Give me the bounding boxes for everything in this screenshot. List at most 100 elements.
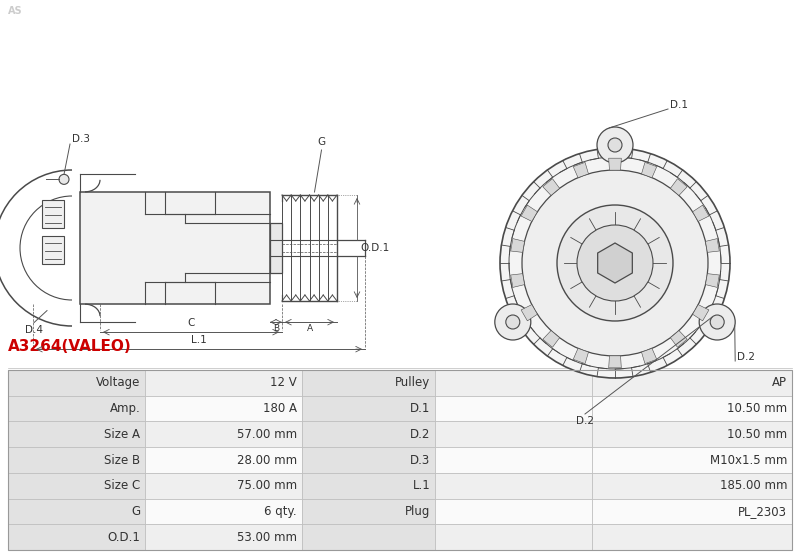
Text: Plug: Plug — [405, 505, 430, 518]
Text: 57.00 mm: 57.00 mm — [237, 428, 297, 441]
Bar — [302, 447, 435, 473]
Bar — [8, 370, 146, 396]
Bar — [146, 498, 302, 525]
Bar — [592, 421, 792, 447]
Polygon shape — [670, 330, 687, 347]
Text: 75.00 mm: 75.00 mm — [237, 479, 297, 492]
Polygon shape — [521, 305, 538, 321]
Text: D.2: D.2 — [576, 416, 594, 426]
Circle shape — [577, 225, 653, 301]
Text: O.D.1: O.D.1 — [107, 531, 140, 543]
Text: L.1: L.1 — [191, 335, 207, 345]
Circle shape — [605, 253, 625, 273]
Circle shape — [59, 174, 69, 184]
Polygon shape — [521, 205, 538, 222]
Text: 180 A: 180 A — [263, 402, 297, 415]
Text: Amp.: Amp. — [110, 402, 140, 415]
Text: Size C: Size C — [104, 479, 140, 492]
Circle shape — [597, 127, 633, 163]
Polygon shape — [670, 179, 687, 195]
Bar — [302, 421, 435, 447]
Polygon shape — [543, 330, 560, 347]
Text: M10x1.5 mm: M10x1.5 mm — [710, 454, 787, 466]
Text: Size B: Size B — [104, 454, 140, 466]
Bar — [146, 370, 302, 396]
Text: G: G — [318, 137, 326, 147]
Bar — [302, 498, 435, 525]
Polygon shape — [642, 162, 657, 177]
Bar — [435, 447, 592, 473]
Bar — [435, 525, 592, 550]
Text: Voltage: Voltage — [96, 376, 140, 389]
Polygon shape — [80, 192, 270, 304]
Bar — [8, 473, 146, 498]
Polygon shape — [598, 243, 632, 283]
Text: L.1: L.1 — [413, 479, 430, 492]
Circle shape — [495, 304, 531, 340]
Bar — [8, 498, 146, 525]
Text: O.D.1: O.D.1 — [360, 243, 390, 253]
Bar — [146, 396, 302, 421]
Text: A: A — [306, 324, 313, 333]
Polygon shape — [609, 356, 622, 368]
Bar — [302, 473, 435, 498]
Polygon shape — [42, 200, 64, 228]
Text: 53.00 mm: 53.00 mm — [237, 531, 297, 543]
Text: D.1: D.1 — [410, 402, 430, 415]
Circle shape — [557, 205, 673, 321]
Polygon shape — [642, 348, 657, 364]
Text: 6 qty.: 6 qty. — [264, 505, 297, 518]
Text: AP: AP — [772, 376, 787, 389]
Text: 12 V: 12 V — [270, 376, 297, 389]
Polygon shape — [42, 236, 64, 264]
Bar — [435, 473, 592, 498]
Text: 10.50 mm: 10.50 mm — [727, 402, 787, 415]
Polygon shape — [543, 179, 560, 195]
Polygon shape — [510, 239, 525, 252]
Text: 185.00 mm: 185.00 mm — [719, 479, 787, 492]
Text: C: C — [187, 318, 194, 328]
Bar — [8, 525, 146, 550]
Bar — [592, 525, 792, 550]
Bar — [435, 370, 592, 396]
Polygon shape — [574, 162, 589, 177]
Bar — [592, 396, 792, 421]
Text: Size A: Size A — [104, 428, 140, 441]
Bar — [146, 473, 302, 498]
Bar — [592, 473, 792, 498]
Bar — [592, 370, 792, 396]
Bar — [8, 447, 146, 473]
Polygon shape — [693, 305, 709, 321]
Text: A3264(VALEO): A3264(VALEO) — [8, 339, 132, 354]
Polygon shape — [510, 273, 525, 287]
Bar — [146, 525, 302, 550]
Bar — [592, 447, 792, 473]
Text: PL_2303: PL_2303 — [738, 505, 787, 518]
Bar — [435, 396, 592, 421]
Circle shape — [522, 170, 708, 356]
Text: 28.00 mm: 28.00 mm — [237, 454, 297, 466]
Polygon shape — [609, 158, 622, 170]
Circle shape — [608, 138, 622, 152]
Bar — [146, 421, 302, 447]
Text: D.3: D.3 — [410, 454, 430, 466]
Circle shape — [500, 148, 730, 378]
Text: D.1: D.1 — [670, 100, 688, 110]
Bar — [302, 396, 435, 421]
Bar — [302, 370, 435, 396]
Bar — [592, 498, 792, 525]
Polygon shape — [706, 239, 719, 252]
Polygon shape — [693, 205, 709, 222]
Text: D.2: D.2 — [737, 352, 755, 362]
Bar — [8, 370, 792, 550]
Bar — [8, 396, 146, 421]
Circle shape — [506, 315, 520, 329]
Circle shape — [699, 304, 735, 340]
Polygon shape — [706, 273, 719, 287]
Text: D.2: D.2 — [410, 428, 430, 441]
Text: AS: AS — [8, 6, 22, 16]
Bar — [146, 447, 302, 473]
Bar — [302, 525, 435, 550]
Text: B: B — [273, 324, 279, 333]
Circle shape — [710, 315, 724, 329]
